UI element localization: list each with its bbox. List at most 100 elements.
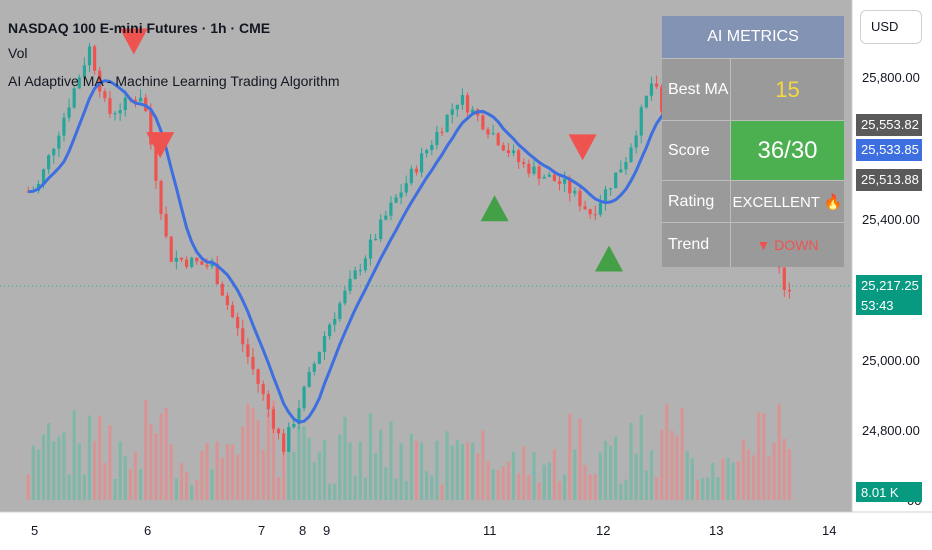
volume-bar	[680, 408, 684, 500]
candle-body	[649, 83, 654, 96]
volume-bar	[777, 403, 781, 500]
candle-body	[282, 433, 286, 452]
chart-title[interactable]: NASDAQ 100 E-mini Futures · 1h · CME	[8, 20, 271, 36]
volume-bar	[522, 446, 526, 500]
sell-signal-marker	[568, 134, 597, 161]
candle-body	[414, 168, 419, 173]
candle-body	[506, 150, 511, 154]
candle-body	[644, 95, 648, 108]
candle-body	[93, 46, 97, 71]
candle-body	[603, 189, 608, 204]
volume-bar	[236, 454, 240, 500]
y-tick-label: 25,000.00	[862, 353, 920, 368]
volume-bar	[445, 431, 449, 500]
volume-bar	[215, 441, 219, 500]
x-tick-label: 7	[258, 523, 265, 538]
volume-bar	[328, 483, 332, 500]
volume-bar	[103, 462, 107, 500]
volume-bar	[563, 474, 567, 500]
time-axis-background	[0, 512, 932, 550]
candle-body	[220, 284, 224, 296]
candle-body	[62, 117, 66, 136]
candle-body	[236, 317, 240, 329]
candle-body	[276, 428, 281, 434]
candle-body	[496, 133, 500, 146]
volume-bar	[711, 463, 715, 500]
y-axis-ticks: 25,800.00 25,400.00 25,000.00 24,800.00 …	[862, 70, 921, 508]
candle-body	[57, 135, 61, 149]
candle-body	[358, 270, 362, 272]
volume-bar	[169, 444, 173, 500]
candle-body	[455, 104, 459, 110]
volume-bar	[93, 440, 97, 500]
candle-body	[404, 183, 408, 193]
candle-body	[465, 95, 470, 113]
volume-bar	[414, 441, 419, 500]
candle-body	[338, 303, 342, 319]
volume-bar	[634, 453, 638, 500]
candle-body	[317, 351, 321, 364]
candle-body	[225, 295, 230, 306]
candle-body	[588, 209, 592, 215]
volume-bar	[276, 477, 281, 500]
volume-bar	[241, 426, 245, 500]
candle-body	[629, 147, 633, 163]
candle-body	[87, 46, 92, 66]
volume-bar	[409, 434, 413, 500]
candle-body	[251, 356, 255, 370]
bar-countdown: 53:43	[856, 295, 922, 315]
candle-body	[210, 263, 214, 267]
candle-body	[542, 176, 546, 179]
candle-body	[333, 318, 337, 325]
candle-body	[660, 86, 664, 112]
volume-bar	[113, 479, 117, 500]
volume-bar	[230, 444, 235, 500]
candle-body	[169, 236, 173, 262]
candle-body	[67, 107, 71, 118]
candle-body	[292, 424, 296, 428]
volume-bar	[190, 484, 194, 500]
volume-bar	[312, 462, 316, 500]
currency-selector[interactable]: USD	[860, 10, 922, 44]
candle-body	[108, 98, 112, 114]
volume-bar	[588, 474, 592, 500]
metrics-row-best-ma: Best MA 15	[662, 58, 844, 121]
y-tick-label: 24,800.00	[862, 423, 920, 438]
candle-body	[123, 97, 127, 111]
volume-indicator-label[interactable]: Vol	[8, 45, 28, 61]
volume-bar	[389, 421, 393, 500]
candle-body	[287, 427, 291, 452]
x-tick-label: 8	[299, 523, 306, 538]
volume-label: 8.01 K	[856, 482, 922, 502]
ai-ma-indicator-label[interactable]: AI Adaptive MA - Machine Learning Tradin…	[8, 73, 340, 89]
volume-bar	[700, 478, 705, 500]
sell-signal-marker	[146, 132, 175, 159]
volume-bar	[741, 439, 746, 500]
candle-body	[52, 148, 56, 156]
x-axis-ticks: 5 6 7 8 9 11 12 13 14	[31, 523, 836, 538]
volume-bar	[118, 441, 122, 500]
candle-body	[435, 131, 439, 145]
volume-bar	[583, 464, 587, 500]
candle-body	[113, 113, 117, 115]
volume-bar	[762, 413, 766, 500]
volume-bar	[87, 415, 92, 500]
volume-bar	[246, 403, 250, 500]
candle-body	[460, 95, 465, 105]
volume-bar	[47, 423, 51, 500]
volume-bar	[624, 479, 628, 500]
candle-body	[271, 409, 276, 429]
candle-body	[517, 150, 521, 163]
candle-body	[440, 131, 444, 133]
candle-body	[486, 129, 490, 135]
volume-bar	[282, 444, 286, 500]
volume-bar	[363, 477, 367, 500]
y-tick-label: 25,400.00	[862, 212, 920, 227]
volume-bar	[184, 471, 189, 500]
volume-bar	[123, 456, 127, 500]
candle-body	[491, 133, 495, 135]
volume-bar	[251, 407, 255, 500]
volume-bar	[394, 478, 398, 500]
volume-bar	[41, 434, 46, 500]
volume-bar	[736, 461, 740, 500]
